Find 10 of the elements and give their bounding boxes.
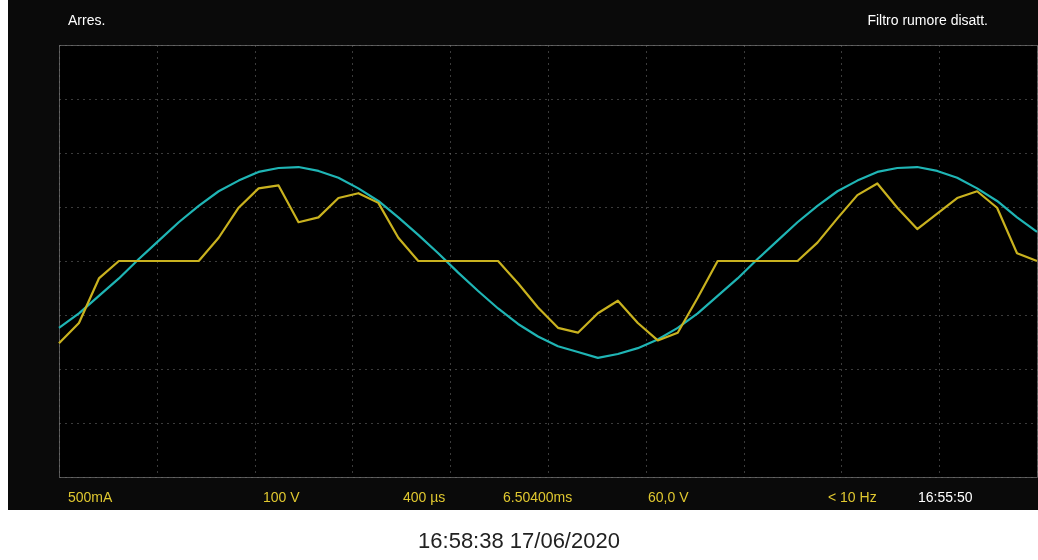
text: 16:58:38 17/06/2020 <box>417 528 621 554</box>
text: Filtro rumore disatt. <box>867 12 988 28</box>
text: 500mA <box>68 489 113 505</box>
text: 400 µs <box>403 489 446 505</box>
text: < 10 Hz <box>828 489 877 505</box>
text: Arres. <box>68 12 106 28</box>
text: 16:55:50 <box>918 489 973 505</box>
text: 60,0 V <box>648 489 689 505</box>
text: 100 V <box>263 489 300 505</box>
text: 6.50400ms <box>503 489 573 505</box>
